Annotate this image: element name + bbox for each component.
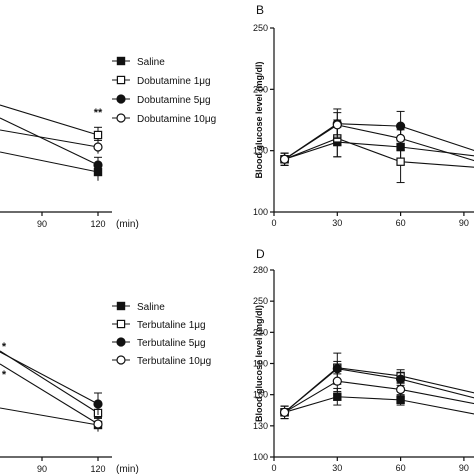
panel-d-series-line [284, 396, 474, 415]
panel-c-legend-marker [116, 355, 126, 365]
panel-d-x-tick-label: 90 [459, 463, 469, 473]
panel-a-x-tick-label: 90 [37, 219, 47, 229]
panel-d-y-axis-label: Blood glucose level (mg/dl) [254, 305, 264, 422]
panel-b-y-axis-label: Blood glucose level (mg/dl) [254, 61, 264, 178]
panel-b-x-tick-label: 0 [271, 218, 276, 228]
panel-c-data-point [93, 419, 103, 429]
panel-d-data-point [396, 384, 406, 395]
panel-d-x-tick-label: 60 [396, 463, 406, 473]
panel-d-label: D [256, 247, 265, 261]
panel-d-y-tick-label: 280 [253, 265, 268, 275]
panel-a-x-tick-label: 120 [90, 219, 105, 229]
panel-a-legend-marker [116, 56, 126, 66]
panel-b-y-tick-label: 250 [253, 23, 268, 33]
panel-b-series-line [284, 141, 474, 160]
panel-c-legend-entry: Terbutaline 5μg [137, 338, 206, 349]
panel-c-legend-entry: Terbutaline 1μg [137, 320, 206, 331]
panel-a-significance-mark: ** [94, 107, 103, 119]
panel-d-series-line [284, 380, 474, 413]
panel-d-data-point [279, 407, 290, 417]
panel-a-legend-entry: Dobutamine 10μg [137, 114, 216, 125]
panel-c-series-line [0, 350, 99, 414]
panel-b-label: B [256, 3, 264, 17]
panel-c-legend-entry: Saline [137, 302, 165, 313]
panel-d-x-tick-label: 0 [271, 463, 276, 473]
panel-d-data-point [396, 395, 405, 405]
panel-a-legend-marker [116, 113, 126, 123]
panel-b-x-tick-label: 30 [332, 218, 342, 228]
panel-b-y-tick-label: 150 [253, 146, 268, 156]
panel-a-x-unit-label: (min) [116, 219, 139, 230]
panel-d-y-tick-label: 160 [253, 390, 268, 400]
panel-d-data-point [333, 392, 342, 401]
panel-c-legend-marker [116, 337, 126, 347]
panel-d-x-tick-label: 30 [332, 463, 342, 473]
panel-a-legend-entry: Dobutamine 1μg [137, 76, 211, 87]
panel-a-legend-marker [116, 94, 126, 104]
panel-d-y-tick-label: 130 [253, 421, 268, 431]
panel-c-series-line [0, 407, 99, 426]
panel-b-data-point [396, 157, 405, 166]
panel-d-y-tick-label: 190 [253, 359, 268, 369]
panel-c-legend-marker [116, 301, 126, 311]
panel-c-x-unit-label: (min) [116, 464, 139, 474]
panel-b-series-line [284, 137, 474, 168]
panel-c-x-tick-label: 90 [37, 464, 47, 474]
panel-a-legend-entry: Saline [137, 57, 165, 68]
panel-c-series-line [0, 363, 99, 425]
panel-c-series-line [0, 351, 99, 405]
panel-d-data-point [396, 374, 406, 384]
panel-c-significance-mark: * [2, 369, 7, 381]
panel-b-series-line [284, 124, 474, 162]
panel-a-series-line [0, 117, 99, 166]
panel-a-series-line [0, 129, 99, 148]
panel-b-data-point [396, 133, 406, 143]
panel-b-data-point [279, 154, 290, 164]
panel-a-legend-marker [116, 75, 126, 85]
panel-a-data-point [93, 130, 103, 140]
panel-d-series-line [284, 368, 474, 413]
panel-b-y-tick-label: 100 [253, 207, 268, 217]
panel-d-series-line [284, 367, 474, 413]
panel-d-y-tick-label: 220 [253, 327, 268, 337]
panel-b-x-tick-label: 90 [459, 218, 469, 228]
panel-c-legend-marker [116, 319, 126, 329]
panel-c-significance-mark: * [2, 341, 7, 353]
panel-c-x-tick-label: 120 [90, 464, 105, 474]
panel-d-data-point [332, 376, 342, 386]
panel-a-data-point [93, 142, 103, 152]
panel-a-data-point [93, 160, 103, 170]
panel-b-y-tick-label: 200 [253, 84, 268, 94]
panel-d-y-tick-label: 250 [253, 296, 268, 306]
panel-d-y-tick-label: 100 [253, 452, 268, 462]
panel-b-data-point [332, 120, 342, 130]
panel-a-legend-entry: Dobutamine 5μg [137, 95, 211, 106]
panel-a-series-line [0, 104, 99, 136]
panel-a-series-line [0, 151, 99, 173]
panel-c-data-point [93, 399, 103, 409]
panel-b-x-tick-label: 60 [396, 218, 406, 228]
panel-c-legend-entry: Terbutaline 10μg [137, 356, 211, 367]
